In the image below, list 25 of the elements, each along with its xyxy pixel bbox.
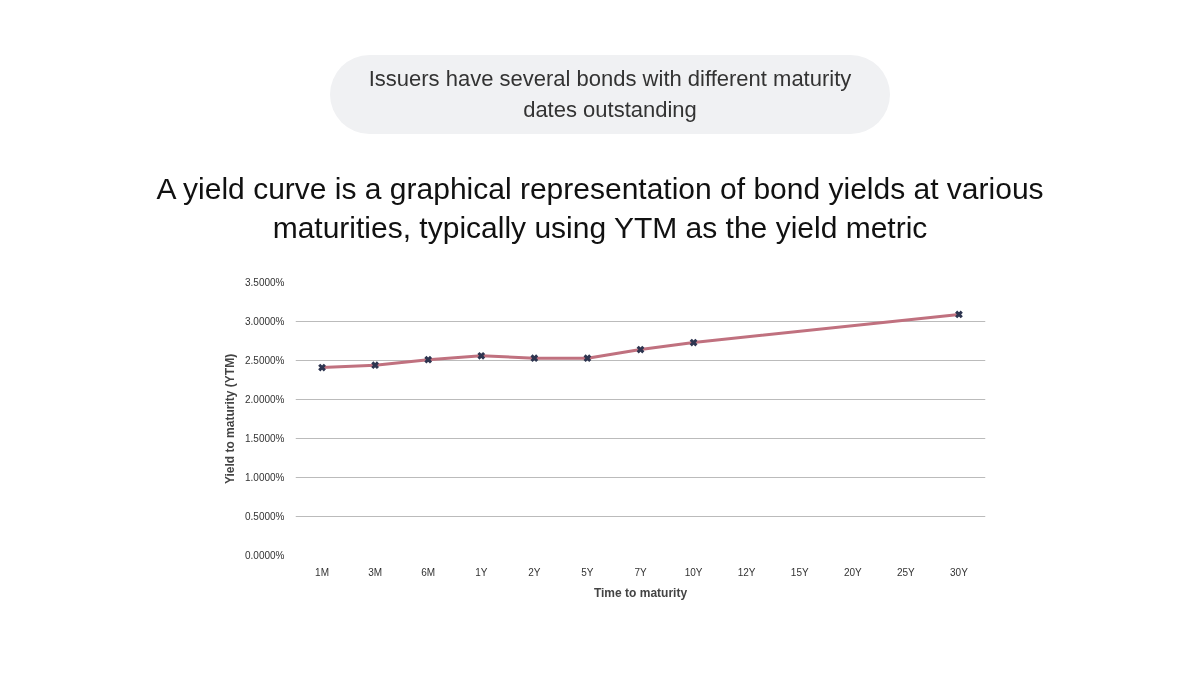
chart-title: A yield curve is a graphical representation of bond yields at various maturities, typically using YTM as the yield metric <box>155 170 1045 246</box>
y-tick-label: 3.0000% <box>245 315 285 327</box>
x-tick-label: 12Y <box>737 566 756 578</box>
y-axis-title: Yield to maturity (YTM) <box>223 353 238 484</box>
x-tick-label: 10Y <box>684 566 703 578</box>
y-tick-label: 3.5000% <box>245 276 285 288</box>
x-tick-label: 2Y <box>528 566 541 578</box>
y-tick-label: 0.5000% <box>245 510 285 522</box>
x-tick-label: 15Y <box>790 566 809 578</box>
y-tick-label: 1.0000% <box>245 471 285 483</box>
x-tick-label: 25Y <box>896 566 916 578</box>
x-tick-label: 5Y <box>581 566 594 578</box>
y-tick-label: 0.0000% <box>245 549 285 561</box>
y-tick-label: 2.5000% <box>245 354 285 366</box>
y-tick-label: 2.0000% <box>245 393 285 405</box>
x-tick-label: 20Y <box>843 566 863 578</box>
x-axis-title: Time to maturity <box>593 585 688 600</box>
x-tick-label: 6M <box>421 566 436 578</box>
x-tick-label: 7Y <box>634 566 647 578</box>
chart-subtitle: Issuers have several bonds with different maturity dates outstanding <box>367 65 853 125</box>
y-tick-label: 1.5000% <box>245 432 285 444</box>
x-tick-label: 3M <box>368 566 383 578</box>
x-tick-label: 1Y <box>475 566 488 578</box>
x-tick-label: 1M <box>315 566 329 578</box>
x-tick-label: 30Y <box>950 566 969 578</box>
